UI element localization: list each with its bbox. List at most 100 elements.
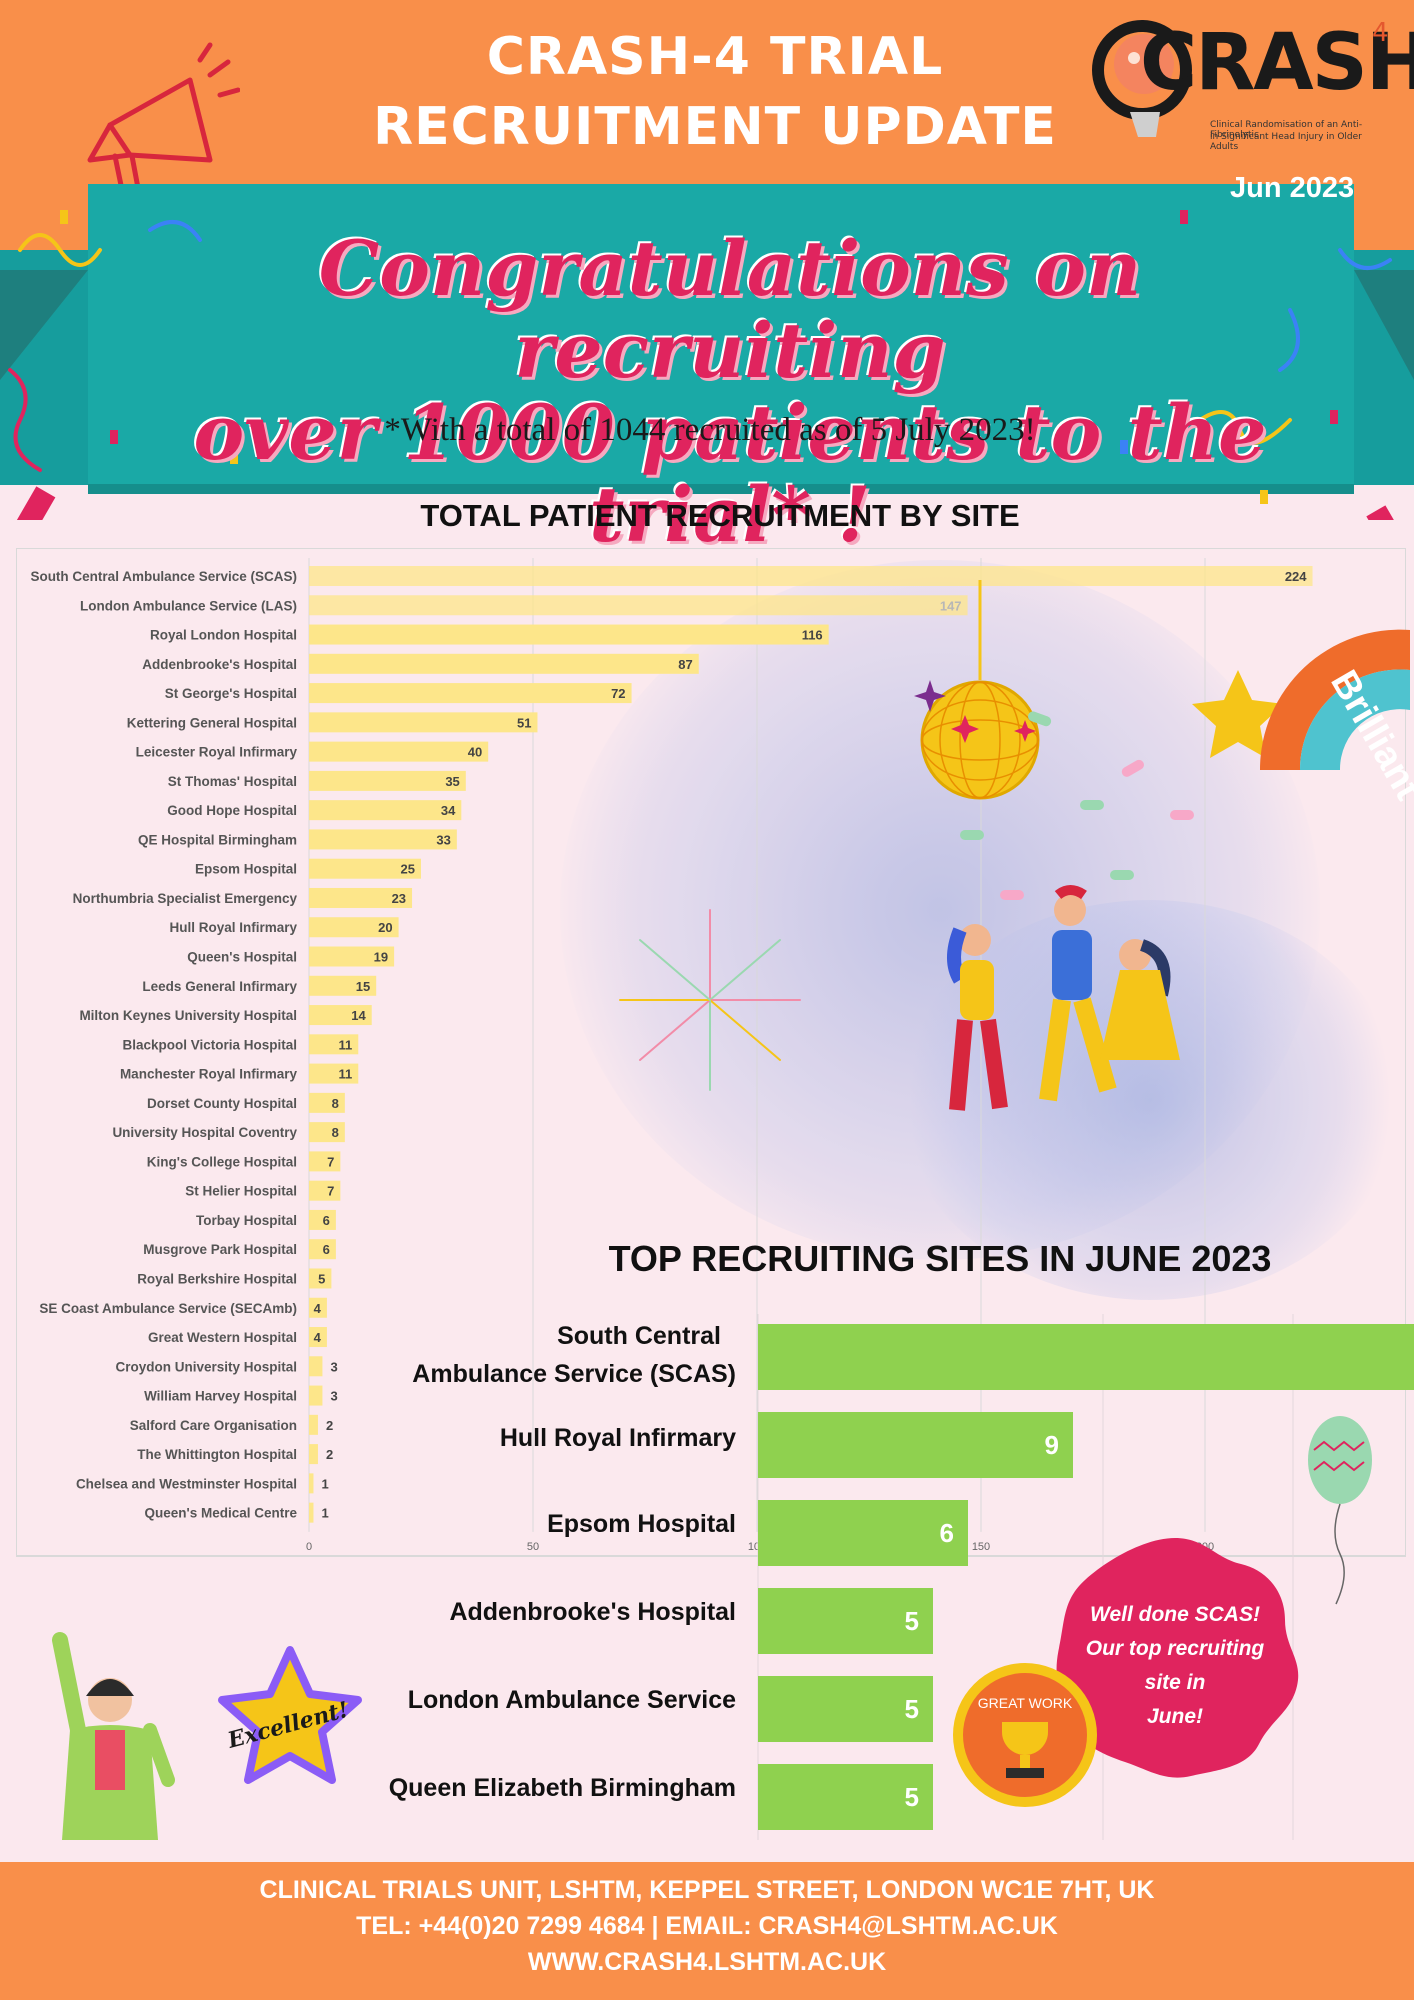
data-label: 19 <box>374 950 388 965</box>
data-label: 34 <box>441 803 456 818</box>
category-label: Leeds General Infirmary <box>142 979 297 994</box>
data-label: 116 <box>802 628 823 643</box>
data-label: 23 <box>392 891 406 906</box>
category-label: St George's Hospital <box>165 686 297 701</box>
data-label: 7 <box>327 1154 334 1169</box>
bar <box>309 946 395 967</box>
data-label: 4 <box>314 1301 322 1316</box>
bar <box>309 1356 323 1377</box>
bar <box>309 712 538 733</box>
data-label: 14 <box>351 1008 366 1023</box>
page-title: CRASH-4 TRIAL RECRUITMENT UPDATE <box>300 22 1130 162</box>
category-label: Addenbrooke's Hospital <box>142 657 297 672</box>
headline-line-1: Congratulations on recruiting <box>318 224 1142 395</box>
data-label: 6 <box>323 1242 330 1257</box>
category-label: Northumbria Specialist Emergency <box>73 891 298 906</box>
category-label: Dorset County Hospital <box>147 1096 297 1111</box>
badge-line-2: Our top recruiting <box>1085 1637 1265 1660</box>
data-label: 6 <box>940 1518 954 1548</box>
data-label: 5 <box>905 1694 919 1724</box>
footer-contact: TEL: +44(0)20 7299 4684 | EMAIL: CRASH4@… <box>356 1912 1058 1940</box>
category-label-line: South Central <box>557 1322 721 1350</box>
category-label: Good Hope Hospital <box>167 803 297 818</box>
category-label: Epsom Hospital <box>547 1510 736 1538</box>
data-label: 9 <box>1045 1430 1059 1460</box>
data-label: 147 <box>940 598 962 613</box>
category-label: London Ambulance Service (LAS) <box>80 598 297 613</box>
category-label: King's College Hospital <box>147 1154 297 1169</box>
bar <box>309 1239 336 1260</box>
category-label: South Central Ambulance Service (SCAS) <box>412 1322 736 1388</box>
bar <box>309 1385 323 1406</box>
category-label: Croydon University Hospital <box>115 1359 297 1374</box>
data-label: 8 <box>332 1096 339 1111</box>
great-work-label: GREAT WORK <box>978 1695 1073 1711</box>
data-label: 51 <box>517 715 531 730</box>
title-line-1: CRASH-4 TRIAL <box>486 27 944 87</box>
bar <box>309 1502 314 1523</box>
bar <box>309 1414 318 1435</box>
bar <box>309 1444 318 1465</box>
category-label: Queen Elizabeth Birmingham <box>389 1774 736 1802</box>
bar <box>309 1268 332 1289</box>
excellent-sticker: Excellent! <box>218 1646 362 1784</box>
category-label: Salford Care Organisation <box>130 1418 297 1433</box>
bar <box>309 1180 341 1201</box>
bar <box>309 1297 327 1318</box>
data-label: 5 <box>905 1782 919 1812</box>
bar <box>309 566 1313 586</box>
bar <box>309 1034 359 1055</box>
bar <box>758 1500 968 1566</box>
bar <box>309 1327 327 1348</box>
data-label: 11 <box>339 1037 353 1052</box>
category-label: Royal Berkshire Hospital <box>137 1271 297 1286</box>
category-label: William Harvey Hospital <box>144 1389 297 1404</box>
top-sites-june-title: TOP RECRUITING SITES IN JUNE 2023 <box>608 1238 1272 1279</box>
total-recruitment-title: TOTAL PATIENT RECRUITMENT BY SITE <box>420 498 1020 533</box>
data-label: 2 <box>326 1418 333 1433</box>
data-label: 72 <box>611 686 625 701</box>
data-label: 11 <box>339 1067 353 1082</box>
data-label: 4 <box>314 1330 322 1345</box>
data-label: 25 <box>401 862 415 877</box>
data-label: 1 <box>321 1476 328 1491</box>
category-label: Torbay Hospital <box>196 1213 297 1228</box>
bar <box>309 800 462 821</box>
bar <box>309 1005 372 1026</box>
data-label: 5 <box>318 1271 325 1286</box>
cheering-woman-icon <box>52 1632 175 1840</box>
x-tick-label: 150 <box>972 1541 990 1553</box>
crash-logo: CRASH 4 Clinical Randomisation of an Ant… <box>1090 10 1414 152</box>
data-label: 87 <box>678 657 692 672</box>
x-tick-label: 50 <box>527 1541 539 1553</box>
data-label: 7 <box>327 1184 334 1199</box>
data-label: 1 <box>321 1506 328 1521</box>
bar <box>758 1324 1414 1390</box>
data-label: 224 <box>1285 569 1307 584</box>
bar <box>758 1588 933 1654</box>
congratulations-headline: Congratulations on recruiting over 1000 … <box>110 228 1350 556</box>
bar <box>309 1473 314 1494</box>
category-label: Musgrove Park Hospital <box>143 1242 297 1257</box>
data-label: 6 <box>323 1213 330 1228</box>
logo-superscript: 4 <box>1372 18 1389 48</box>
bar <box>309 887 413 908</box>
bar <box>758 1676 933 1742</box>
category-label: Manchester Royal Infirmary <box>120 1067 298 1082</box>
dancers-icon <box>947 885 1180 1111</box>
bar <box>309 1209 336 1230</box>
category-label-line: Ambulance Service (SCAS) <box>412 1360 736 1388</box>
bar <box>309 858 421 879</box>
category-label: The Whittington Hospital <box>137 1447 297 1462</box>
bar <box>309 624 829 645</box>
data-label: 8 <box>332 1125 339 1140</box>
bar <box>758 1412 1073 1478</box>
logo-subtitle-2: in Significant Head Injury in Older Adul… <box>1210 132 1362 152</box>
confetti-decoration <box>8 210 1406 520</box>
data-label: 33 <box>436 832 450 847</box>
badge-line-4: June! <box>1146 1705 1203 1728</box>
category-label: London Ambulance Service <box>408 1686 736 1714</box>
logo-subtitle-1: Clinical Randomisation of an Anti-Fibrin… <box>1210 120 1363 140</box>
bar <box>309 653 699 674</box>
category-label: Hull Royal Infirmary <box>500 1424 736 1452</box>
